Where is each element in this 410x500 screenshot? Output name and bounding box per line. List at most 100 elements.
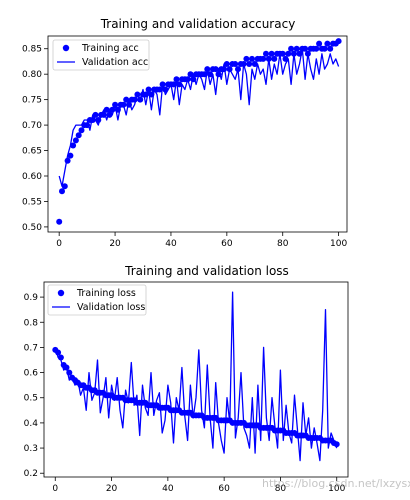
accuracy-training-point: [148, 91, 155, 98]
accuracy-ytick-label: 0.65: [22, 147, 42, 157]
accuracy-training-point: [137, 96, 144, 103]
accuracy-xtick-label: 40: [165, 239, 177, 249]
loss-training-point: [57, 354, 64, 361]
accuracy-training-point: [70, 142, 77, 149]
accuracy-xtick-label: 20: [109, 239, 121, 249]
accuracy-training-point: [251, 61, 258, 67]
accuracy-training-point: [313, 45, 320, 52]
accuracy-chart-title: Training and validation accuracy: [100, 17, 296, 31]
accuracy-training-point: [316, 40, 323, 47]
accuracy-training-point: [67, 152, 74, 159]
accuracy-training-point: [288, 45, 295, 52]
accuracy-training-point: [106, 111, 113, 118]
accuracy-training-point: [131, 96, 138, 103]
accuracy-training-point: [282, 55, 289, 62]
accuracy-training-point: [59, 188, 65, 195]
loss-ytick-label: 0.7: [24, 343, 38, 353]
accuracy-training-point: [240, 61, 247, 67]
accuracy-training-point: [156, 86, 163, 93]
accuracy-training-point: [293, 45, 300, 52]
accuracy-training-point: [176, 81, 183, 88]
accuracy-training-point: [304, 50, 311, 57]
accuracy-training-point: [184, 76, 191, 83]
accuracy-legend-box: [52, 39, 150, 71]
loss-ytick-label: 0.8: [24, 318, 39, 328]
loss-xtick-label: 0: [52, 484, 58, 494]
accuracy-ytick-label: 0.50: [22, 223, 42, 233]
accuracy-training-point: [187, 71, 194, 78]
accuracy-training-point: [271, 55, 278, 62]
accuracy-training-point: [279, 50, 286, 57]
accuracy-training-point: [123, 96, 130, 103]
accuracy-training-point: [109, 106, 116, 113]
loss-ytick-label: 0.6: [24, 369, 39, 379]
accuracy-ytick-label: 0.85: [22, 45, 42, 55]
accuracy-training-point: [249, 55, 255, 62]
accuracy-xtick-label: 60: [221, 239, 233, 249]
accuracy-ytick-label: 0.55: [22, 197, 42, 207]
accuracy-training-point: [64, 157, 71, 164]
loss-training-point: [66, 369, 73, 376]
loss-validation-line: [54, 291, 338, 462]
accuracy-training-point: [72, 137, 79, 144]
loss-training-point: [63, 364, 70, 371]
accuracy-training-point: [235, 66, 241, 73]
accuracy-training-point: [162, 86, 169, 93]
loss-legend-validation-label: Validation loss: [77, 302, 145, 313]
accuracy-legend: Training acc Validation acc: [52, 39, 150, 71]
accuracy-training-point: [223, 61, 230, 67]
accuracy-training-point: [112, 101, 119, 108]
accuracy-training-point: [204, 66, 211, 73]
loss-ytick-label: 0.5: [24, 394, 38, 404]
loss-legend-box: [47, 284, 147, 316]
accuracy-training-point: [159, 81, 166, 88]
accuracy-training-point: [142, 91, 149, 98]
accuracy-training-point: [56, 218, 63, 225]
accuracy-training-point: [100, 111, 107, 118]
accuracy-training-point: [268, 50, 275, 57]
accuracy-training-point: [335, 38, 342, 45]
accuracy-legend-training-label: Training acc: [81, 43, 139, 54]
accuracy-training-point: [232, 61, 239, 67]
accuracy-training-point: [207, 71, 214, 78]
accuracy-training-point: [285, 50, 292, 57]
accuracy-training-point: [201, 71, 208, 78]
loss-legend-dot-marker: [57, 289, 65, 297]
accuracy-training-point: [84, 122, 91, 129]
accuracy-training-point: [246, 61, 253, 67]
accuracy-plot-frame: [47, 35, 348, 233]
accuracy-training-point: [75, 132, 82, 139]
accuracy-training-point: [212, 66, 219, 73]
accuracy-ytick-label: 0.75: [22, 96, 42, 106]
loss-ytick-label: 0.4: [24, 419, 39, 429]
accuracy-ytick-label: 0.60: [22, 172, 42, 182]
accuracy-training-point: [61, 183, 68, 190]
accuracy-training-point: [89, 117, 96, 123]
accuracy-training-point: [263, 50, 269, 57]
loss-xtick-label: 20: [106, 484, 118, 494]
loss-xtick-label: 100: [328, 484, 345, 494]
accuracy-training-point: [226, 66, 233, 73]
accuracy-training-point: [120, 101, 127, 108]
accuracy-training-point: [114, 106, 121, 113]
accuracy-training-point: [324, 40, 331, 47]
loss-training-point: [55, 349, 62, 356]
accuracy-xtick-label: 80: [277, 239, 289, 249]
accuracy-xtick-label: 0: [56, 239, 62, 249]
accuracy-ytick-label: 0.70: [22, 121, 42, 131]
loss-xtick-label: 60: [218, 484, 230, 494]
accuracy-training-point: [290, 50, 297, 57]
accuracy-legend-dot-marker: [62, 44, 70, 52]
accuracy-training-point: [95, 117, 102, 123]
accuracy-training-point: [190, 76, 197, 83]
accuracy-training-point: [126, 101, 132, 108]
accuracy-training-point: [145, 86, 152, 93]
accuracy-training-point: [302, 45, 309, 52]
watermark: https://blog.csdn.net/lxzysx: [262, 477, 410, 490]
accuracy-training-point: [265, 55, 272, 62]
accuracy-legend-validation-label: Validation acc: [82, 57, 148, 68]
loss-chart-title: Training and validation loss: [124, 264, 289, 278]
accuracy-training-point: [173, 76, 180, 83]
accuracy-training-point: [78, 127, 85, 134]
